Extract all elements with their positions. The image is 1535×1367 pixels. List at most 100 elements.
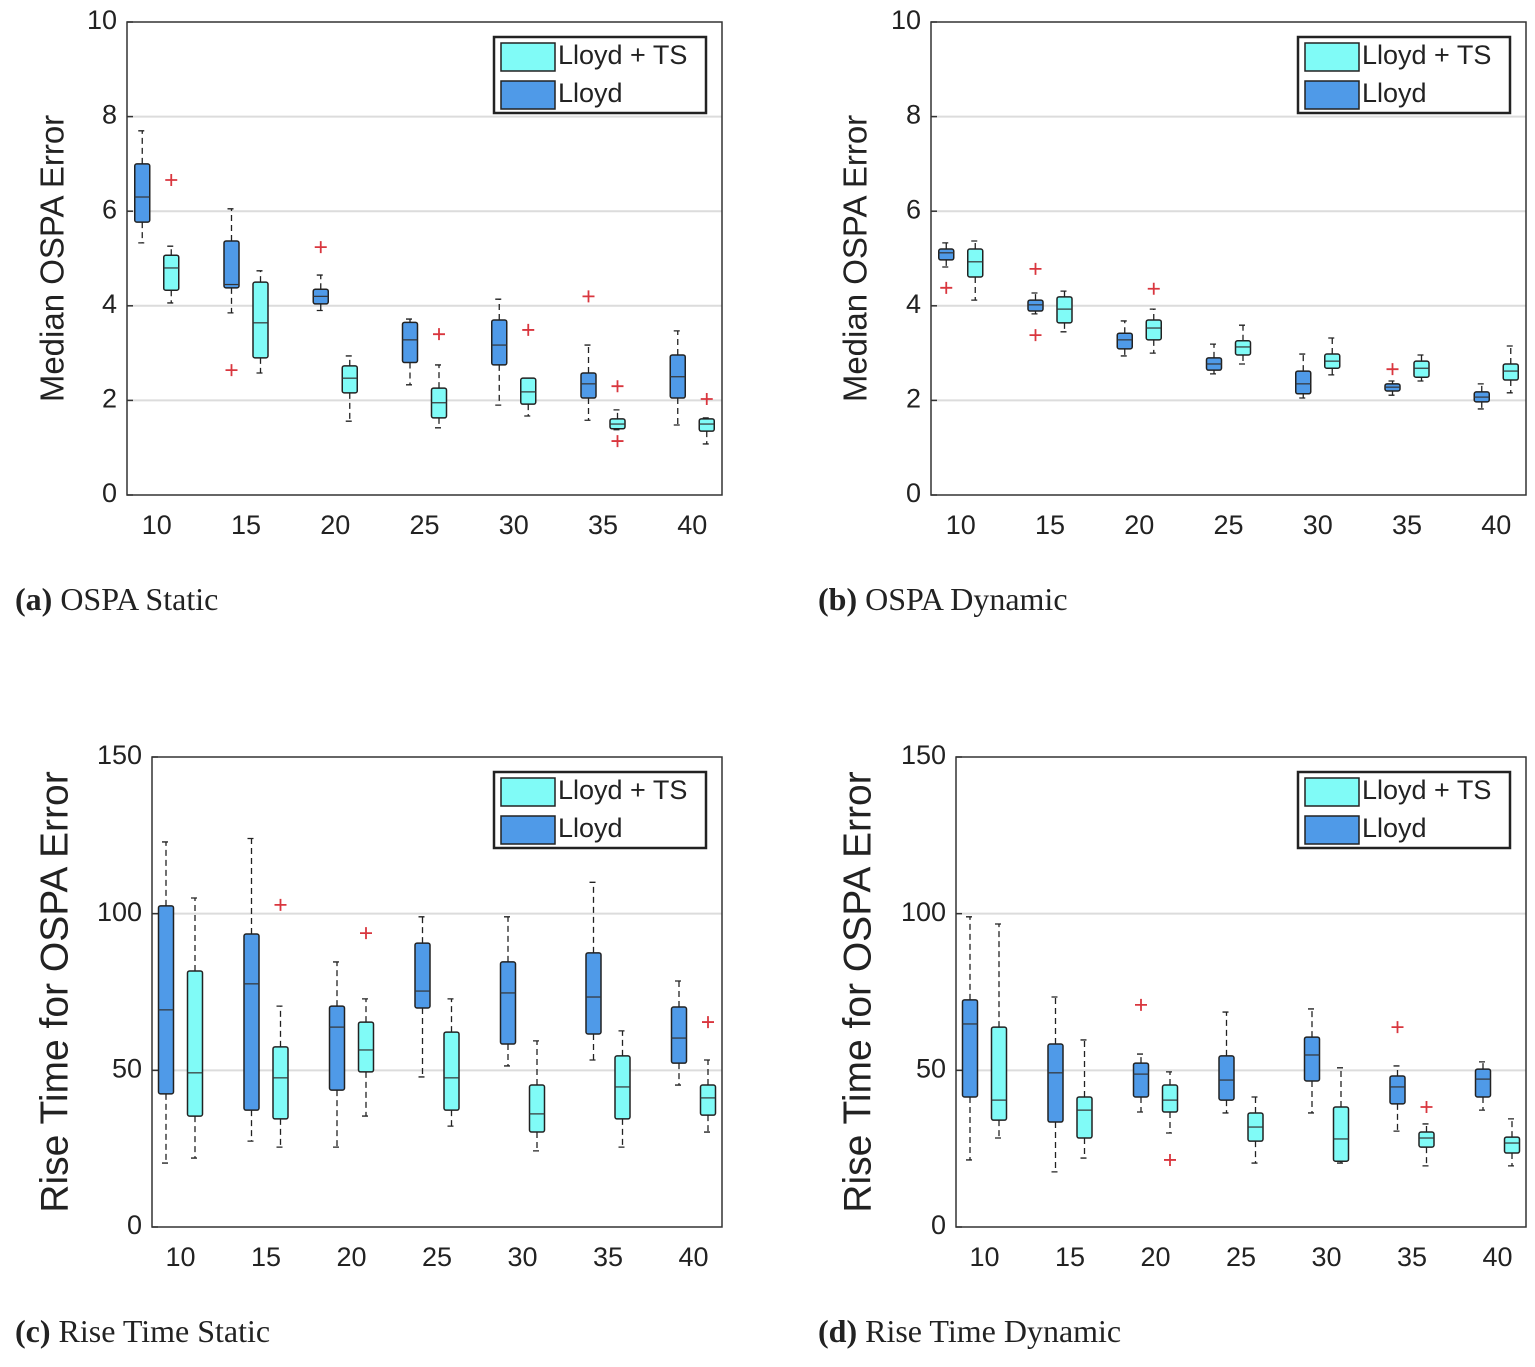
- whisker-high: [1080, 1039, 1089, 1097]
- legend-swatch: [500, 777, 556, 807]
- box: [699, 1084, 717, 1116]
- whisker-high: [971, 240, 980, 250]
- whisker-high: [675, 980, 683, 1008]
- box: [1413, 360, 1430, 378]
- y-tick-label: 10: [891, 5, 921, 35]
- x-tick-label: 40: [677, 510, 707, 540]
- whisker-low: [1137, 1096, 1145, 1113]
- whisker-low: [504, 1044, 512, 1067]
- legend-label: Lloyd + TS: [1362, 775, 1491, 805]
- box: [1047, 1043, 1064, 1123]
- whisker-low: [1239, 354, 1247, 365]
- whisker-high: [1308, 1008, 1316, 1038]
- panel-label: (b): [818, 581, 857, 617]
- whisker-high: [1031, 292, 1040, 301]
- x-tick-label: 20: [1124, 510, 1154, 540]
- legend-label: Lloyd: [558, 78, 623, 108]
- box: [698, 418, 715, 432]
- plot-frame: [930, 21, 1527, 496]
- x-tick-label: 35: [1392, 510, 1422, 540]
- whisker-low: [1051, 1122, 1060, 1173]
- caption-text: Rise Time Static: [59, 1313, 271, 1349]
- outlier: [611, 380, 624, 393]
- box: [1418, 1131, 1435, 1148]
- y-tick-label: 6: [102, 194, 117, 224]
- x-tick-label: 30: [1311, 1242, 1341, 1272]
- whisker-low: [1508, 1153, 1516, 1167]
- x-tick-label: 30: [1303, 510, 1333, 540]
- outlier: [940, 281, 953, 294]
- legend-label: Lloyd + TS: [558, 40, 687, 70]
- whisker-low: [1393, 1103, 1402, 1132]
- outlier: [314, 241, 327, 254]
- x-tick-label: 10: [165, 1242, 195, 1272]
- box: [401, 321, 419, 364]
- plot-frame: [955, 756, 1527, 1228]
- x-tick-label: 15: [1035, 510, 1065, 540]
- whisker-low: [227, 287, 236, 314]
- whisker-high: [418, 916, 427, 944]
- whisker-low: [191, 1116, 199, 1159]
- y-tick-label: 0: [931, 1210, 946, 1240]
- whisker-low: [618, 1118, 627, 1148]
- y-tick-label: 8: [906, 100, 921, 130]
- box: [580, 372, 597, 399]
- y-tick-label: 8: [102, 100, 117, 130]
- whisker-low: [333, 1090, 341, 1148]
- box: [967, 248, 984, 278]
- whisker-high: [1479, 1061, 1487, 1070]
- whisker-low: [1149, 339, 1158, 354]
- caption: (a) OSPA Static: [15, 581, 218, 617]
- y-tick-label: 4: [102, 289, 117, 319]
- outlier: [1391, 1021, 1404, 1034]
- whisker-high: [1060, 290, 1069, 297]
- caption-text: Rise Time Dynamic: [865, 1313, 1121, 1349]
- outlier: [522, 323, 535, 336]
- whisker-high: [1328, 337, 1337, 355]
- whisker-low: [966, 1096, 974, 1161]
- whisker-low: [589, 1033, 598, 1061]
- whisker-high: [966, 916, 974, 1000]
- x-tick-label: 20: [320, 510, 350, 540]
- y-tick-label: 100: [97, 897, 142, 927]
- whisker-high: [1120, 320, 1129, 334]
- whisker-low: [138, 222, 147, 244]
- box: [134, 163, 151, 223]
- box: [1474, 1068, 1492, 1098]
- whisker-high: [1417, 354, 1426, 362]
- box: [499, 961, 517, 1045]
- box: [1056, 296, 1073, 324]
- box: [243, 933, 260, 1111]
- whisker-high: [276, 1005, 285, 1047]
- panel-label: (c): [15, 1313, 51, 1349]
- whisker-high: [1051, 996, 1060, 1045]
- whisker-high: [942, 242, 951, 250]
- y-axis-title: Rise Time for OSPA Error: [836, 771, 879, 1212]
- box: [1132, 1062, 1150, 1098]
- whisker-high: [533, 1040, 541, 1086]
- box: [157, 905, 175, 1095]
- whisker-high: [1477, 383, 1486, 392]
- whisker-low: [1422, 1147, 1431, 1167]
- legend-swatch: [1304, 777, 1360, 807]
- whisker-high: [1222, 1011, 1231, 1056]
- whisker-high: [1137, 1053, 1145, 1064]
- y-axis-title: Median OSPA Error: [837, 115, 874, 402]
- box: [585, 952, 602, 1035]
- box: [1161, 1084, 1179, 1113]
- legend-label: Lloyd: [1362, 78, 1427, 108]
- x-tick-label: 30: [499, 510, 529, 540]
- whisker-high: [345, 355, 354, 366]
- whisker-low: [1479, 1096, 1487, 1111]
- outlier: [274, 898, 287, 911]
- outlier: [611, 435, 624, 448]
- whisker-low: [1120, 348, 1129, 357]
- y-tick-label: 0: [102, 478, 117, 508]
- x-tick-label: 15: [251, 1242, 281, 1272]
- x-tick-label: 35: [588, 510, 618, 540]
- plot-frame: [151, 756, 723, 1228]
- panel-label: (d): [818, 1313, 857, 1349]
- whisker-high: [589, 881, 598, 953]
- y-tick-label: 10: [87, 5, 117, 35]
